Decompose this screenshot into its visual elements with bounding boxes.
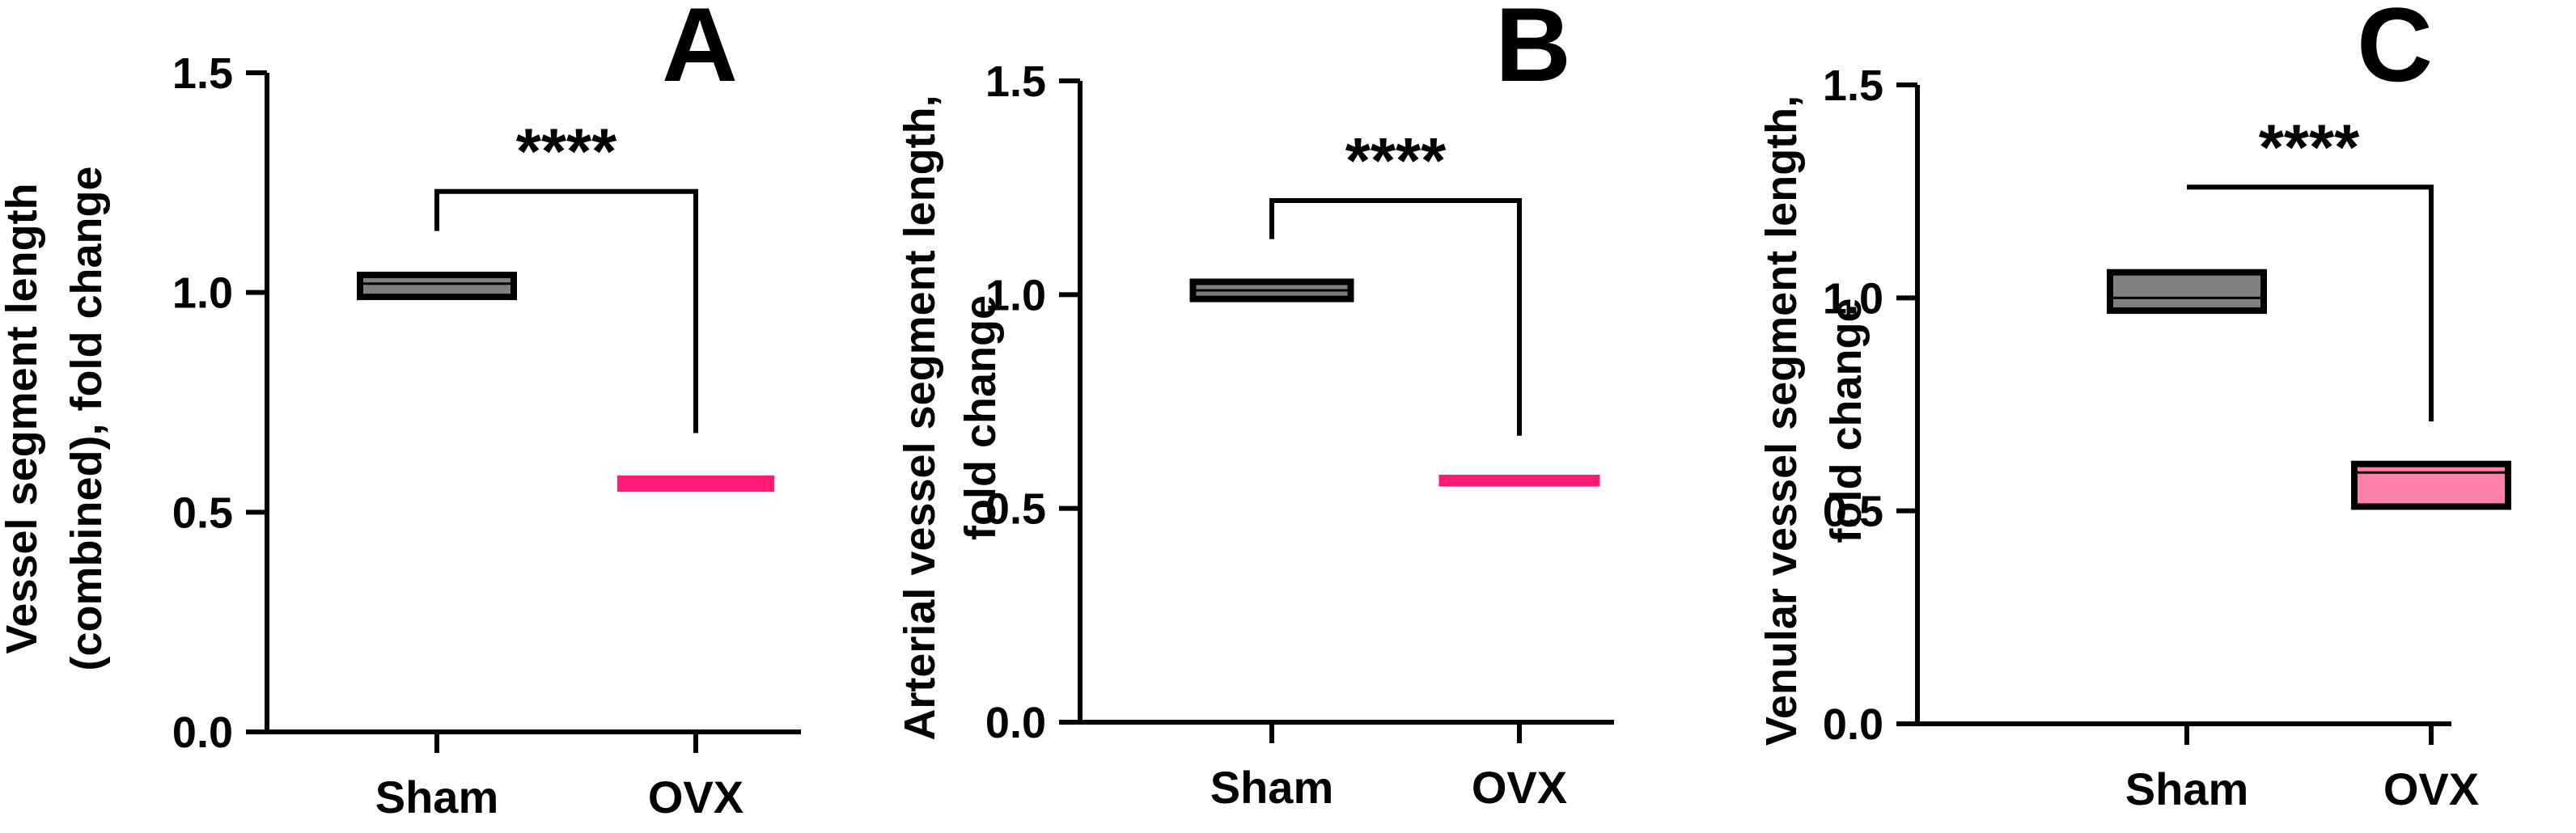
panel-letter: B xyxy=(1495,0,1571,104)
y-tick-label: 0.5 xyxy=(1823,488,1883,536)
y-axis-label: Arterial vessel segment length, xyxy=(896,95,944,740)
y-tick-label: 1.5 xyxy=(172,49,233,98)
y-tick-label: 1.5 xyxy=(1823,61,1883,110)
significance-label: **** xyxy=(1345,125,1447,197)
x-tick-label: OVX xyxy=(648,772,744,822)
panel-b: 0.0 0.5 1.0 1.5 Sham OVX **** B Arterial vessel … xyxy=(896,0,1614,813)
significance-label: **** xyxy=(2259,111,2360,183)
significance-label: **** xyxy=(516,116,617,188)
y-axis-label: Venular vessel segment length, xyxy=(1757,95,1806,746)
significance-bracket xyxy=(434,188,698,433)
y-axis-label: fold change xyxy=(956,295,1005,540)
x-tick-label: Sham xyxy=(375,772,499,822)
y-tick-label: 1.0 xyxy=(1823,274,1883,323)
x-tick-label: Sham xyxy=(2125,763,2249,814)
y-tick-label: 1.0 xyxy=(172,269,233,318)
x-tick-label: OVX xyxy=(1472,762,1567,813)
box-sham xyxy=(357,271,517,301)
x-tick-label: OVX xyxy=(2383,763,2479,814)
y-tick-label: 0.5 xyxy=(985,485,1046,534)
panel-letter: A xyxy=(662,0,738,104)
significance-bracket xyxy=(1269,198,1522,436)
axes-lines xyxy=(1915,85,2451,726)
y-tick-label: 0.0 xyxy=(1823,700,1883,749)
y-tick-label: 0.0 xyxy=(172,708,233,757)
y-tick-label: 1.0 xyxy=(985,271,1046,319)
y-tick-label: 0.0 xyxy=(985,699,1046,747)
y-tick-label: 1.5 xyxy=(985,57,1046,106)
y-axis-label: Vessel segment length xyxy=(0,183,46,653)
panel-a: 0.0 0.5 1.0 1.5 Sham OVX **** A Vessel segment l… xyxy=(0,0,801,822)
box-sham xyxy=(2107,269,2267,315)
panel-letter: C xyxy=(2357,0,2433,104)
x-tick-label: Sham xyxy=(1210,762,1334,813)
y-axis-label: fold change xyxy=(1822,298,1871,543)
significance-bracket xyxy=(2187,184,2434,422)
y-tick-label: 0.5 xyxy=(172,488,233,537)
panel-c: 0.0 0.5 1.0 1.5 Sham OVX ****C Venular vessel s… xyxy=(1757,0,2511,814)
y-axis-label: (combined), fold change xyxy=(62,166,111,670)
box-ovx xyxy=(2351,460,2511,510)
